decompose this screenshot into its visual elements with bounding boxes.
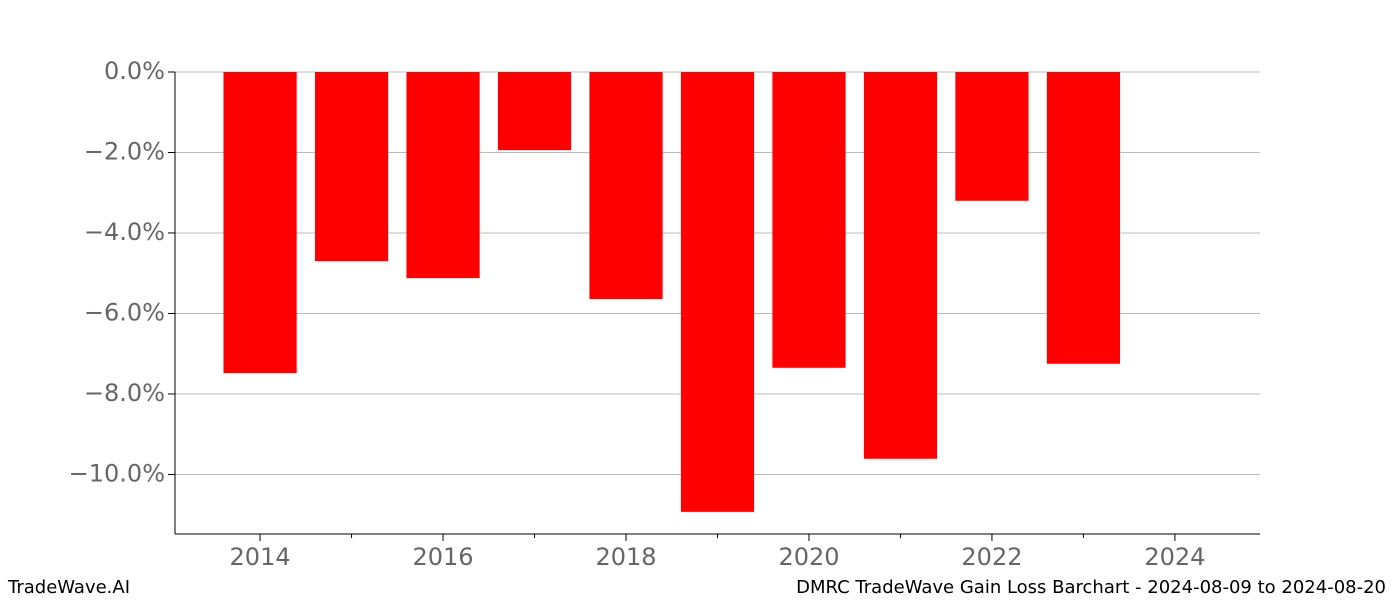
bar <box>863 72 938 459</box>
y-tick-label: 0.0% <box>104 57 165 85</box>
y-tick-label: −6.0% <box>84 298 165 326</box>
x-tick-label: 2018 <box>595 543 656 571</box>
y-tick-label: −10.0% <box>69 459 165 487</box>
y-tick-label: −4.0% <box>84 218 165 246</box>
bar <box>772 72 846 368</box>
footer-left: TradeWave.AI <box>7 577 130 598</box>
bar <box>955 72 1029 201</box>
bar <box>589 72 663 299</box>
y-tick-label: −8.0% <box>84 379 165 407</box>
x-tick-label: 2020 <box>778 543 839 571</box>
bar <box>223 72 297 374</box>
y-tick-label: −2.0% <box>84 137 165 165</box>
bar <box>497 72 572 151</box>
bar <box>1046 72 1121 364</box>
bar <box>314 72 389 262</box>
x-tick-label: 2022 <box>961 543 1022 571</box>
x-tick-label: 2016 <box>413 543 474 571</box>
x-tick-label: 2014 <box>230 543 291 571</box>
x-tick-label: 2024 <box>1144 543 1205 571</box>
footer-right: DMRC TradeWave Gain Loss Barchart - 2024… <box>796 577 1386 598</box>
bar <box>406 72 480 279</box>
bar <box>680 72 755 512</box>
